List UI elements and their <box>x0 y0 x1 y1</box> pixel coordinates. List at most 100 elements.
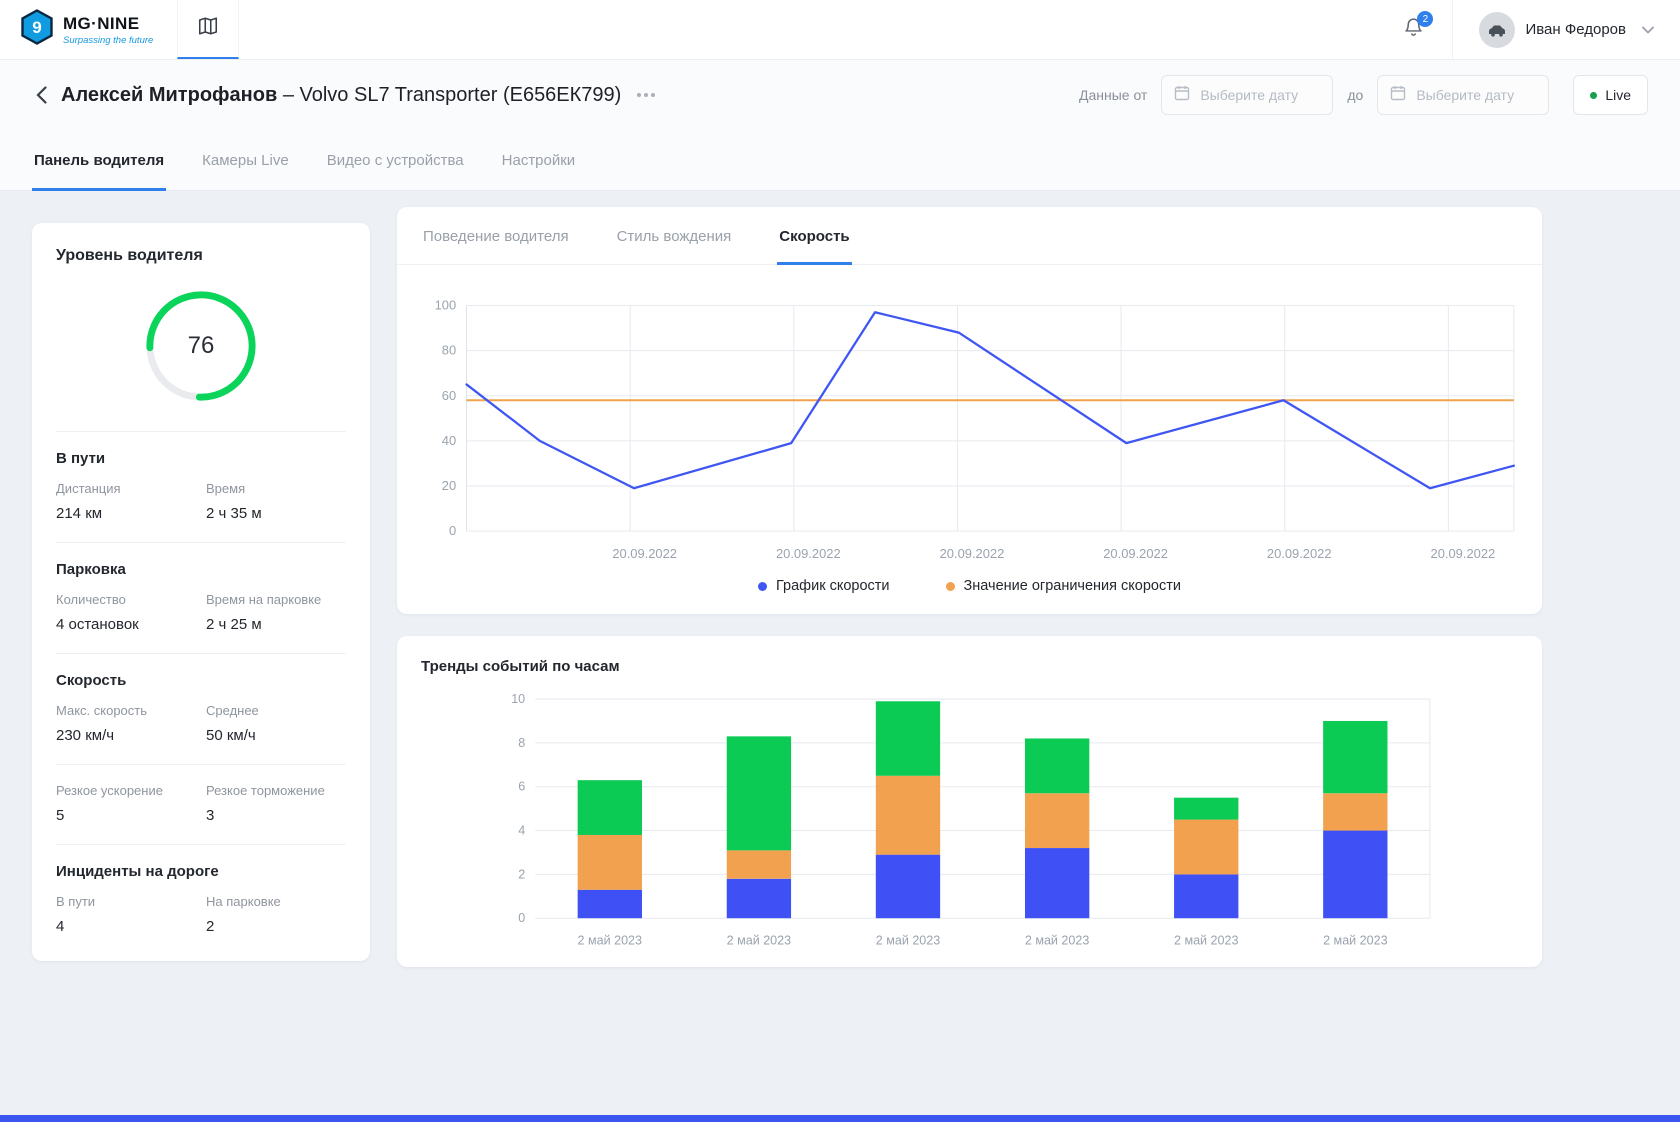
svg-text:2 май 2023: 2 май 2023 <box>1024 933 1088 947</box>
svg-text:2: 2 <box>518 868 525 882</box>
svg-text:20: 20 <box>442 478 456 493</box>
svg-text:20.09.2022: 20.09.2022 <box>1103 546 1168 561</box>
chart-tab-driver-behavior[interactable]: Поведение водителя <box>423 228 569 245</box>
data-from-label: Данные от <box>1078 87 1148 103</box>
svg-text:0: 0 <box>518 911 525 925</box>
date-to-input[interactable]: Выберите дату <box>1377 75 1550 115</box>
page-title: Алексей Митрофанов – Volvo SL7 Transport… <box>61 84 621 107</box>
driver-level-title: Уровень водителя <box>56 247 203 264</box>
chevron-down-icon <box>1642 26 1654 34</box>
bell-icon <box>1403 16 1424 43</box>
brand-hexagon-icon: 9 <box>20 9 54 50</box>
svg-text:20.09.2022: 20.09.2022 <box>776 546 841 561</box>
stat: Резкое торможение 3 <box>206 783 325 824</box>
tab-settings[interactable]: Настройки <box>501 152 576 169</box>
section-speed: Скорость Макс. скорость 230 км/ч Среднее… <box>56 653 346 764</box>
svg-text:20.09.2022: 20.09.2022 <box>1431 546 1496 561</box>
svg-text:2 май 2023: 2 май 2023 <box>1173 933 1237 947</box>
svg-text:80: 80 <box>442 343 456 358</box>
stat: Резкое ускорение 5 <box>56 783 163 824</box>
date-to-placeholder: Выберите дату <box>1416 87 1515 103</box>
legend-speed-limit: Значение ограничения скорости <box>945 578 1181 594</box>
section-title: Скорость <box>56 672 127 689</box>
content: Уровень водителя 76 В пути Дистанция 214… <box>0 191 1680 1007</box>
event-trends-bar-chart[interactable]: 0 2 4 6 8 10 2 май 2023 2 май 2023 2 май 2023 2 м… <box>495 687 1445 950</box>
svg-text:20.09.2022: 20.09.2022 <box>612 546 677 561</box>
user-menu[interactable]: Иван Федоров <box>1452 0 1680 59</box>
date-from-placeholder: Выберите дату <box>1200 87 1299 103</box>
stat: Макс. скорость 230 км/ч <box>56 703 148 744</box>
svg-text:0: 0 <box>449 523 456 538</box>
brand-logo[interactable]: 9 MG·NINE Surpassing the future <box>20 0 177 59</box>
svg-text:2 май 2023: 2 май 2023 <box>875 933 939 947</box>
map-icon <box>197 15 219 42</box>
svg-text:9: 9 <box>32 18 41 37</box>
svg-text:10: 10 <box>511 692 525 706</box>
page-header: Алексей Митрофанов – Volvo SL7 Transport… <box>0 60 1680 130</box>
date-from-input[interactable]: Выберите дату <box>1161 75 1334 115</box>
calendar-icon <box>1174 85 1190 106</box>
legend-speed-graph: График скорости <box>758 578 890 594</box>
right-column: Поведение водителя Стиль вождения Скорос… <box>397 207 1542 967</box>
vehicle-name: – Volvo SL7 Transporter (Е656ЕК799) <box>282 83 622 106</box>
live-dot-icon <box>1590 91 1598 99</box>
user-name: Иван Федоров <box>1525 21 1626 38</box>
to-label: до <box>1347 87 1364 103</box>
more-options-button[interactable] <box>637 93 656 97</box>
stat: Время на парковке 2 ч 25 м <box>206 592 322 633</box>
event-trends-card: Тренды событий по часам 0 2 4 6 8 10 2 май 202… <box>397 636 1542 967</box>
svg-text:2 май 2023: 2 май 2023 <box>577 933 641 947</box>
legend-dot-orange-icon <box>945 581 955 591</box>
chart-tab-driving-style[interactable]: Стиль вождения <box>616 228 732 245</box>
svg-text:20.09.2022: 20.09.2022 <box>1267 546 1332 561</box>
topbar: 9 MG·NINE Surpassing the future 2 <box>0 0 1680 60</box>
section-road-incidents: Инциденты на дороге В пути 4 На парковке… <box>56 844 346 955</box>
section-on-route: В пути Дистанция 214 км Время 2 ч 35 м <box>56 431 346 542</box>
chevron-left-icon <box>36 86 47 104</box>
stat: На парковке 2 <box>206 894 281 935</box>
section-parking: Парковка Количество 4 остановок Время на… <box>56 542 346 653</box>
live-button[interactable]: Live <box>1573 75 1648 115</box>
chart-legend: График скорости Значение ограничения ско… <box>397 562 1542 614</box>
section-harsh-events: Резкое ускорение 5 Резкое торможение 3 <box>56 764 346 844</box>
svg-text:2 май 2023: 2 май 2023 <box>1323 933 1387 947</box>
driver-stats-card: Уровень водителя 76 В пути Дистанция 214… <box>32 223 370 961</box>
live-label: Live <box>1605 87 1631 103</box>
svg-text:8: 8 <box>518 736 525 750</box>
chart-tab-speed[interactable]: Скорость <box>777 207 852 265</box>
stat: Время 2 ч 35 м <box>206 481 262 522</box>
legend-dot-blue-icon <box>758 581 767 591</box>
bottom-accent-bar <box>0 1115 1680 1122</box>
brand-name: MG·NINE <box>63 13 140 33</box>
tab-cameras-live[interactable]: Камеры Live <box>202 152 289 169</box>
tab-driver-panel[interactable]: Панель водителя <box>32 130 167 191</box>
driver-name: Алексей Митрофанов <box>61 83 278 106</box>
notification-badge: 2 <box>1417 11 1434 27</box>
stat: Количество 4 остановок <box>56 592 139 633</box>
back-button[interactable] <box>32 82 51 108</box>
notifications-button[interactable]: 2 <box>1375 0 1452 59</box>
driver-level-gauge: 76 <box>142 287 260 405</box>
stat: Дистанция 214 км <box>56 481 121 522</box>
main-tabs: Панель водителя Камеры Live Видео с устр… <box>0 130 1680 191</box>
speed-line-chart[interactable]: 0 20 40 60 80 100 20.09.2022 20.09.2022 20.09.20… <box>421 291 1518 562</box>
svg-text:20.09.2022: 20.09.2022 <box>940 546 1005 561</box>
svg-text:6: 6 <box>518 780 525 794</box>
section-title: Парковка <box>56 561 126 578</box>
chart-tabs: Поведение водителя Стиль вождения Скорос… <box>397 207 1542 265</box>
svg-text:4: 4 <box>518 824 525 838</box>
avatar <box>1479 11 1516 48</box>
section-title: В пути <box>56 450 106 467</box>
nav-map-tab[interactable] <box>177 0 240 59</box>
svg-text:40: 40 <box>442 433 456 448</box>
event-trends-title: Тренды событий по часам <box>421 658 620 676</box>
stat: В пути 4 <box>56 894 96 935</box>
section-title: Инциденты на дороге <box>56 863 219 880</box>
stat: Среднее 50 км/ч <box>206 703 259 744</box>
tab-device-video[interactable]: Видео с устройства <box>326 152 464 169</box>
speed-chart-card: Поведение водителя Стиль вождения Скорос… <box>397 207 1542 615</box>
calendar-icon <box>1390 85 1406 106</box>
driver-level-value: 76 <box>187 332 215 359</box>
svg-text:60: 60 <box>442 388 456 403</box>
svg-text:100: 100 <box>435 298 457 313</box>
